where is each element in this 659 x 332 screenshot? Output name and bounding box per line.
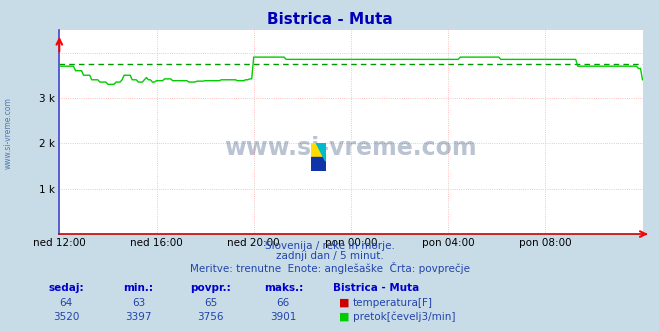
- Text: maks.:: maks.:: [264, 283, 303, 293]
- Text: ■: ■: [339, 312, 350, 322]
- Bar: [311, 143, 326, 157]
- Text: povpr.:: povpr.:: [190, 283, 231, 293]
- Polygon shape: [316, 143, 326, 161]
- Text: zadnji dan / 5 minut.: zadnji dan / 5 minut.: [275, 251, 384, 261]
- Text: ■: ■: [339, 298, 350, 308]
- Text: temperatura[F]: temperatura[F]: [353, 298, 432, 308]
- Text: 66: 66: [277, 298, 290, 308]
- Bar: [311, 157, 326, 171]
- Text: Slovenija / reke in morje.: Slovenija / reke in morje.: [264, 241, 395, 251]
- Text: pretok[čevelj3/min]: pretok[čevelj3/min]: [353, 312, 455, 322]
- Text: Meritve: trenutne  Enote: anglešaške  Črta: povprečje: Meritve: trenutne Enote: anglešaške Črta…: [190, 262, 469, 274]
- Text: Bistrica - Muta: Bistrica - Muta: [267, 12, 392, 27]
- Text: 63: 63: [132, 298, 145, 308]
- Text: 3901: 3901: [270, 312, 297, 322]
- Text: Bistrica - Muta: Bistrica - Muta: [333, 283, 418, 293]
- Text: 3756: 3756: [198, 312, 224, 322]
- Text: 64: 64: [59, 298, 72, 308]
- Text: www.si-vreme.com: www.si-vreme.com: [3, 97, 13, 169]
- Text: sedaj:: sedaj:: [48, 283, 84, 293]
- Text: 3520: 3520: [53, 312, 79, 322]
- Text: www.si-vreme.com: www.si-vreme.com: [225, 136, 477, 160]
- Text: 3397: 3397: [125, 312, 152, 322]
- Text: 65: 65: [204, 298, 217, 308]
- Text: min.:: min.:: [123, 283, 154, 293]
